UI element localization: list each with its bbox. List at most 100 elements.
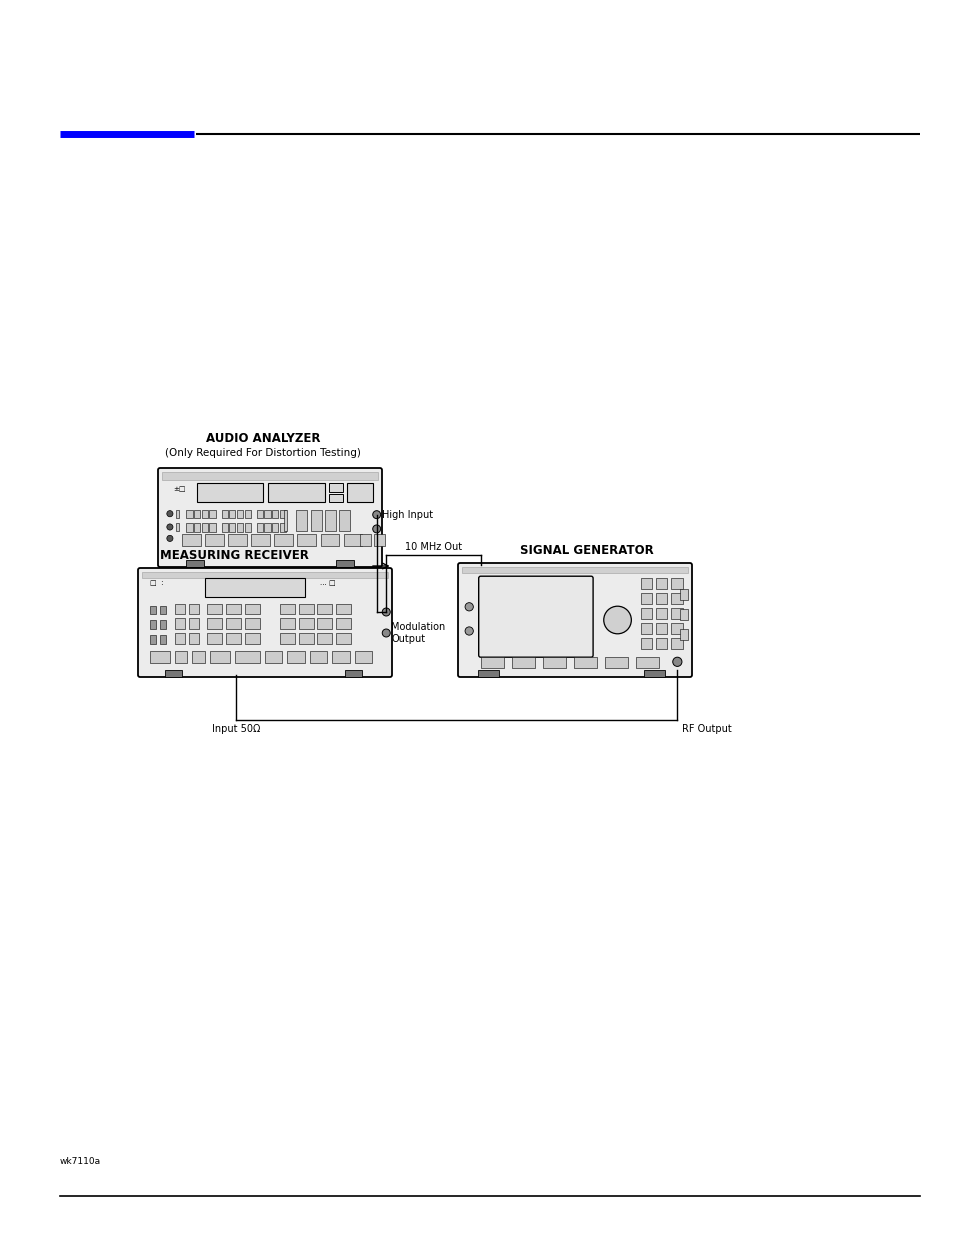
Bar <box>272 510 278 519</box>
Bar <box>221 524 228 532</box>
Bar <box>245 604 260 614</box>
Bar <box>317 634 333 643</box>
Bar <box>268 483 325 503</box>
Bar <box>189 619 198 629</box>
Text: 10 MHz Out: 10 MHz Out <box>404 542 461 552</box>
Bar <box>245 619 260 629</box>
Bar <box>186 561 204 567</box>
Bar <box>193 524 200 532</box>
Bar <box>176 524 179 531</box>
Bar <box>298 634 314 643</box>
Text: RF Output: RF Output <box>681 724 731 734</box>
Bar <box>574 657 597 668</box>
Bar <box>679 609 687 620</box>
Text: AUDIO ANALYZER: AUDIO ANALYZER <box>206 432 320 445</box>
Text: ±□: ±□ <box>173 487 186 492</box>
Bar <box>150 620 156 629</box>
Circle shape <box>464 627 473 635</box>
Bar <box>256 524 263 532</box>
Text: ... □: ... □ <box>319 579 335 585</box>
Bar <box>298 619 314 629</box>
Text: High Input: High Input <box>381 510 433 520</box>
Bar <box>160 620 166 629</box>
Text: SIGNAL GENERATOR: SIGNAL GENERATOR <box>519 543 653 557</box>
Bar <box>174 651 188 663</box>
Bar <box>186 510 193 519</box>
Bar <box>639 608 651 619</box>
Bar <box>310 651 327 663</box>
Bar <box>165 669 182 677</box>
Circle shape <box>373 511 380 519</box>
Bar <box>604 657 627 668</box>
Bar <box>236 510 243 519</box>
Bar <box>671 578 682 589</box>
Bar <box>186 524 193 532</box>
Bar <box>221 510 228 519</box>
FancyBboxPatch shape <box>138 568 392 677</box>
Bar <box>244 524 251 532</box>
Bar <box>287 651 305 663</box>
Bar <box>335 561 354 567</box>
Bar <box>272 524 278 532</box>
Bar <box>643 669 664 677</box>
Bar <box>511 657 535 668</box>
Bar <box>333 651 350 663</box>
Circle shape <box>603 606 631 634</box>
Bar <box>317 604 333 614</box>
Bar <box>234 651 260 663</box>
Bar <box>279 524 286 532</box>
Circle shape <box>167 535 172 541</box>
Bar <box>671 622 682 634</box>
Bar <box>656 622 667 634</box>
Bar <box>264 510 271 519</box>
FancyBboxPatch shape <box>158 468 381 567</box>
Bar <box>480 657 503 668</box>
FancyBboxPatch shape <box>478 577 593 657</box>
Circle shape <box>167 524 172 530</box>
Circle shape <box>672 657 681 667</box>
Bar <box>298 604 314 614</box>
Bar <box>174 634 185 643</box>
Bar <box>461 567 687 573</box>
Bar <box>162 472 377 479</box>
Bar <box>297 534 315 546</box>
Bar <box>329 483 342 492</box>
Bar <box>226 604 241 614</box>
Bar <box>329 494 342 503</box>
Bar <box>280 619 294 629</box>
Text: MEASURING RECEIVER: MEASURING RECEIVER <box>160 550 309 562</box>
Bar <box>208 619 222 629</box>
Bar <box>236 524 243 532</box>
Bar <box>189 604 198 614</box>
Circle shape <box>382 629 390 637</box>
Bar <box>679 629 687 640</box>
Bar <box>639 593 651 604</box>
Text: □  :: □ : <box>150 579 163 585</box>
Bar <box>656 637 667 648</box>
Bar <box>208 634 222 643</box>
Circle shape <box>167 510 172 516</box>
Bar <box>210 651 230 663</box>
Bar <box>244 510 251 519</box>
Bar <box>193 651 205 663</box>
Bar <box>229 510 235 519</box>
Bar <box>671 593 682 604</box>
Bar <box>256 510 263 519</box>
Text: (Only Required For Distortion Testing): (Only Required For Distortion Testing) <box>165 448 361 458</box>
Bar <box>150 635 156 643</box>
Bar <box>343 534 362 546</box>
Text: Input 50Ω: Input 50Ω <box>212 724 260 734</box>
Circle shape <box>464 603 473 611</box>
Bar <box>228 534 247 546</box>
Text: wk7110a: wk7110a <box>60 1157 101 1166</box>
Bar <box>182 534 200 546</box>
Circle shape <box>382 608 390 616</box>
Bar <box>679 589 687 600</box>
Bar <box>245 634 260 643</box>
Bar <box>636 657 659 668</box>
Bar <box>284 510 287 531</box>
Bar <box>639 637 651 648</box>
Bar <box>311 510 321 531</box>
Bar <box>280 634 294 643</box>
Bar <box>150 605 156 614</box>
